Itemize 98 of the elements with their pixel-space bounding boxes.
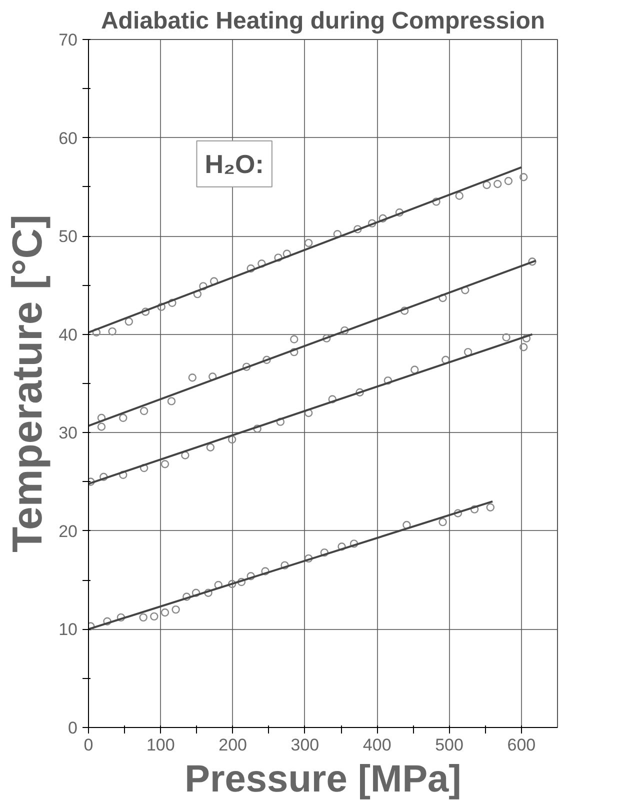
point [141, 308, 150, 316]
point [455, 192, 464, 200]
y-tick-label: 30 [58, 424, 78, 443]
point [92, 328, 101, 336]
point [432, 198, 440, 206]
point [320, 548, 329, 557]
y-tick-label: 10 [58, 620, 78, 640]
point [322, 334, 331, 342]
point [97, 414, 106, 422]
point [157, 302, 166, 311]
point [199, 282, 208, 290]
point [274, 254, 282, 262]
y-tick-label: 20 [58, 522, 78, 541]
x-tick-label: 300 [290, 736, 320, 754]
point [384, 376, 392, 385]
point [282, 250, 292, 258]
point [160, 608, 170, 617]
point [338, 542, 346, 551]
point [172, 605, 180, 614]
point [258, 260, 266, 268]
point [228, 580, 236, 588]
point [116, 613, 126, 622]
point [400, 306, 409, 315]
point [246, 264, 255, 273]
point [356, 388, 364, 396]
point [304, 554, 313, 563]
point [290, 348, 298, 356]
y-tick-label: 0 [68, 718, 78, 738]
point [464, 348, 472, 356]
point [340, 326, 349, 335]
point [470, 505, 479, 514]
point [261, 567, 270, 576]
point [304, 238, 313, 248]
point [438, 518, 447, 526]
point [253, 424, 262, 433]
annotation: H₂O: [204, 148, 264, 179]
point [124, 317, 134, 326]
point [246, 572, 255, 580]
point [242, 362, 251, 371]
point [262, 356, 271, 364]
x-axis-title: Pressure [MPa] [184, 758, 462, 800]
point [140, 406, 148, 416]
point [504, 176, 513, 186]
point [204, 588, 212, 597]
point [139, 613, 148, 622]
y-axis-title: Temperature [°C] [4, 214, 51, 553]
point [100, 472, 108, 481]
point [328, 395, 336, 404]
point [486, 503, 494, 512]
y-tick-label: 40 [58, 325, 78, 344]
point [237, 578, 246, 586]
point [160, 460, 170, 468]
point [206, 443, 215, 452]
point [182, 592, 191, 601]
point [290, 335, 298, 344]
point [119, 470, 128, 479]
point [140, 464, 148, 472]
point [410, 366, 419, 374]
point [192, 588, 200, 597]
point [402, 520, 411, 530]
point [119, 414, 128, 422]
x-tick-label: 100 [146, 736, 175, 754]
point [228, 435, 236, 444]
point [168, 298, 176, 307]
point [150, 612, 158, 621]
x-tick-label: 600 [507, 736, 536, 754]
point [354, 225, 362, 234]
x-tick-label: 500 [435, 736, 464, 754]
point [528, 258, 536, 266]
point [103, 617, 112, 626]
chart-title: Adiabatic Heating during Compression [100, 8, 546, 34]
point [280, 561, 289, 570]
point [454, 509, 462, 518]
point [438, 294, 447, 302]
point [395, 208, 404, 217]
point [378, 214, 387, 222]
point [181, 451, 190, 460]
point [502, 333, 510, 342]
point [368, 219, 376, 228]
point [494, 180, 502, 188]
point [333, 230, 342, 238]
point [97, 422, 106, 431]
x-tick-label: 400 [362, 736, 392, 754]
point [482, 180, 491, 190]
x-tick-label: 200 [218, 736, 247, 754]
point [522, 334, 531, 342]
point [350, 540, 358, 548]
point [519, 343, 528, 352]
point [188, 374, 196, 382]
y-tick-label: 70 [58, 30, 78, 50]
y-tick-label: 60 [58, 128, 78, 148]
x-tick-label: 0 [84, 736, 94, 754]
point [108, 327, 116, 336]
point [519, 173, 528, 182]
y-tick-label: 50 [58, 227, 78, 246]
point [442, 356, 450, 364]
point [167, 397, 176, 406]
point [276, 418, 285, 426]
